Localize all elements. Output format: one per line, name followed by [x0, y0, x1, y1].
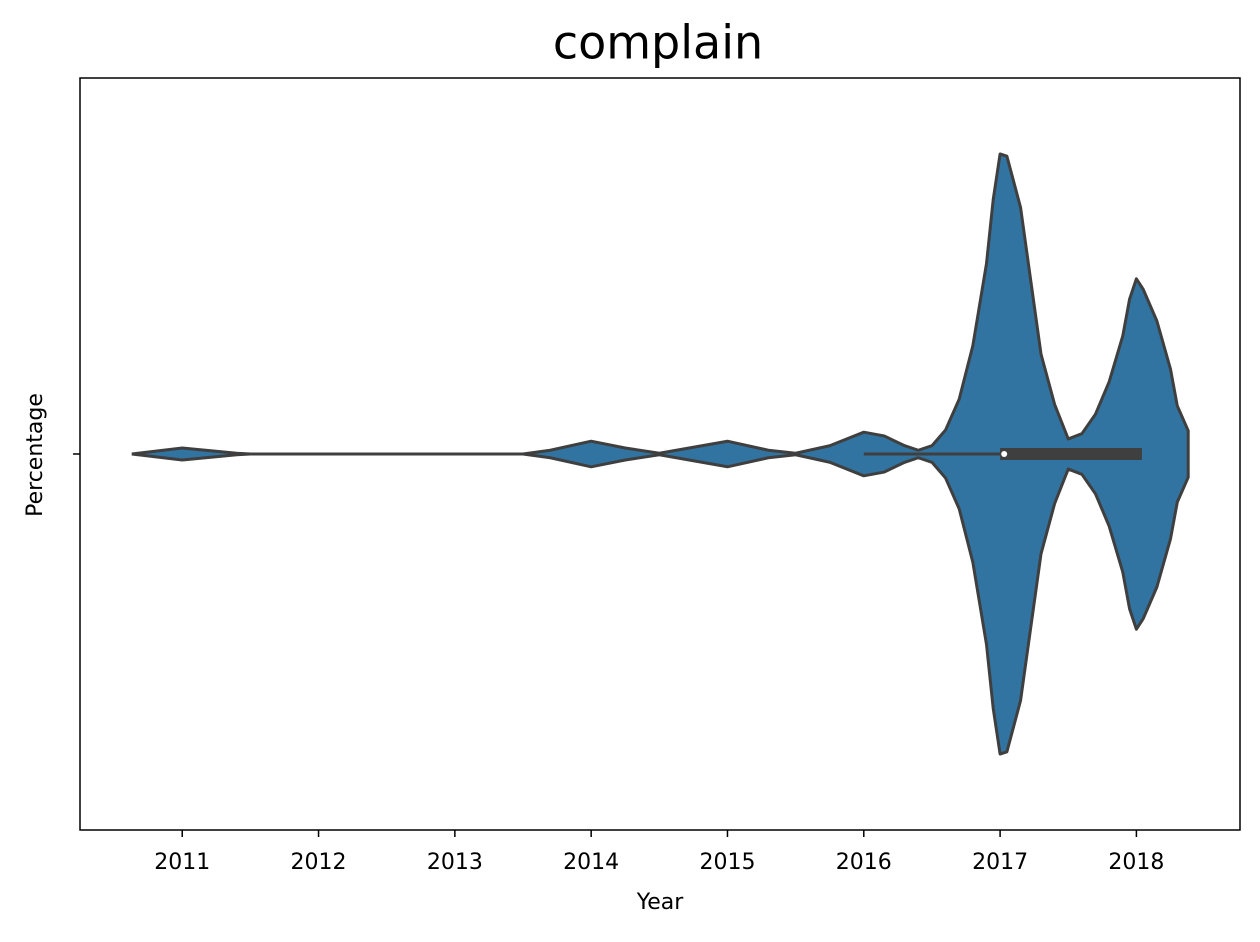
- y-axis-label: Percentage: [23, 393, 48, 517]
- violin-body: [131, 454, 1189, 755]
- violin-outline: [131, 452, 1190, 756]
- violin-body: [131, 153, 1189, 454]
- x-tick-label: 2014: [563, 850, 619, 875]
- x-tick-label: 2012: [291, 850, 347, 875]
- plot-frame: [79, 77, 1241, 831]
- box: [1000, 448, 1142, 460]
- x-axis-label: Year: [636, 890, 685, 915]
- x-tick-label: 2018: [1108, 850, 1164, 875]
- x-tick-label: 2016: [836, 850, 892, 875]
- x-tick-label: 2015: [699, 850, 755, 875]
- violin-outline: [131, 152, 1190, 456]
- x-tick-label: 2017: [972, 850, 1028, 875]
- x-tick-label: 2013: [427, 850, 483, 875]
- x-tick-label: 2011: [154, 850, 210, 875]
- chart-title: complain: [553, 16, 763, 70]
- median: [1001, 451, 1008, 457]
